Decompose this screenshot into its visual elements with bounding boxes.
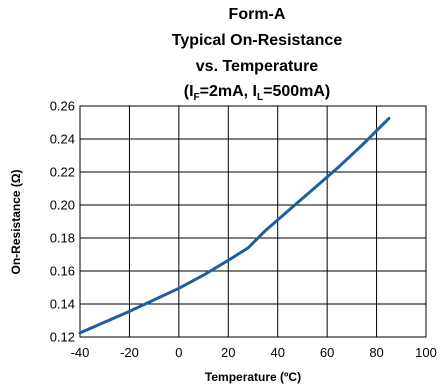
x-axis-label: Temperature (ºC) <box>205 370 301 384</box>
x-tick-label: 80 <box>369 345 383 360</box>
y-tick-label: 0.14 <box>50 297 75 312</box>
y-tick-label: 0.18 <box>50 231 75 246</box>
plot-frame <box>79 105 427 338</box>
y-tick-labels: 0.12 0.14 0.16 0.18 0.20 0.22 0.24 0.26 <box>50 99 75 345</box>
y-tick-label: 0.12 <box>50 330 75 345</box>
y-axis-label: On-Resistance (Ω) <box>9 170 23 275</box>
y-tick-label: 0.22 <box>50 165 75 180</box>
condition-sub-f: F <box>194 92 200 103</box>
condition-mid: =2mA, I <box>200 83 257 100</box>
x-tick-label: 40 <box>270 345 284 360</box>
x-tick-label: 20 <box>221 345 235 360</box>
y-tick-label: 0.24 <box>50 132 75 147</box>
x-tick-label: -20 <box>120 345 139 360</box>
condition-open: (I <box>184 83 194 100</box>
x-tick-label: -40 <box>71 345 90 360</box>
chart-title-line-1: Form-A <box>229 6 286 23</box>
x-tick-label: 100 <box>415 345 437 360</box>
y-tick-label: 0.26 <box>50 99 75 114</box>
x-tick-label: 0 <box>175 345 182 360</box>
grid <box>80 106 426 337</box>
series-line <box>78 116 391 335</box>
chart-condition: (IF=2mA, IL=500mA) <box>184 83 331 103</box>
x-tick-label: 60 <box>320 345 334 360</box>
y-tick-label: 0.16 <box>50 264 75 279</box>
condition-close: =500mA) <box>263 83 330 100</box>
x-tick-labels: -40 -20 0 20 40 60 80 100 <box>71 345 437 360</box>
chart-title-line-2: Typical On-Resistance <box>172 32 343 49</box>
y-tick-label: 0.20 <box>50 198 75 213</box>
condition-sub-l: L <box>257 92 263 103</box>
chart-title-line-3: vs. Temperature <box>196 58 319 75</box>
